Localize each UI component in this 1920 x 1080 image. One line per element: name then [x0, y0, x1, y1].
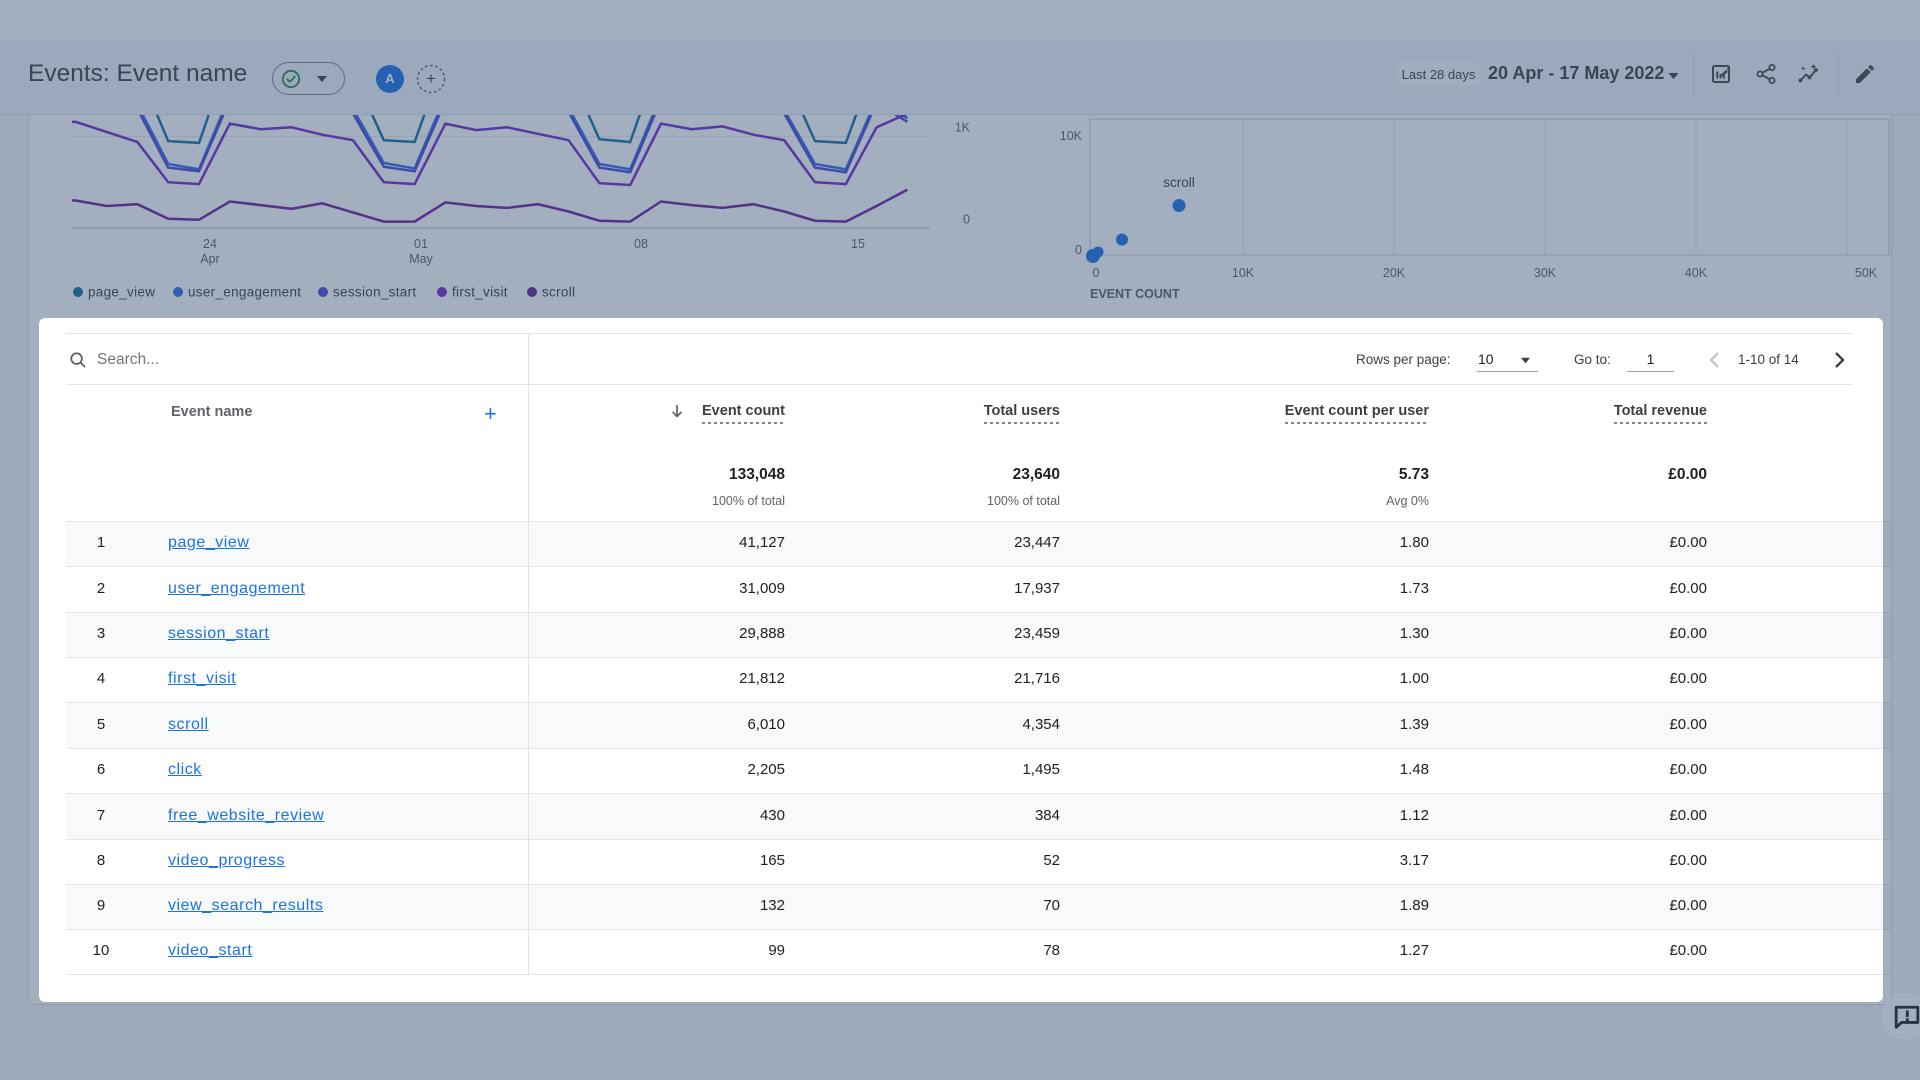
svg-text:session_start: session_start [333, 285, 416, 300]
svg-text:01: 01 [414, 237, 428, 251]
svg-text:EVENT COUNT: EVENT COUNT [1090, 287, 1180, 301]
svg-text:50K: 50K [1855, 266, 1878, 280]
svg-text:10K: 10K [1232, 266, 1255, 280]
svg-text:0: 0 [963, 213, 970, 227]
svg-text:page_view: page_view [88, 285, 155, 300]
svg-text:scroll: scroll [542, 285, 575, 300]
svg-text:1K: 1K [955, 121, 971, 135]
svg-text:15: 15 [851, 237, 865, 251]
svg-text:first_visit: first_visit [452, 285, 508, 300]
svg-text:24: 24 [203, 237, 217, 251]
svg-text:20K: 20K [1383, 266, 1406, 280]
svg-text:0: 0 [1075, 243, 1082, 257]
svg-text:40K: 40K [1685, 266, 1708, 280]
svg-text:08: 08 [634, 237, 648, 251]
svg-text:30K: 30K [1534, 266, 1557, 280]
svg-text:Apr: Apr [200, 252, 219, 266]
svg-text:May: May [409, 252, 433, 266]
svg-text:10K: 10K [1060, 129, 1083, 143]
svg-text:0: 0 [1093, 266, 1100, 280]
svg-text:scroll: scroll [1163, 175, 1195, 190]
svg-text:user_engagement: user_engagement [188, 285, 301, 300]
